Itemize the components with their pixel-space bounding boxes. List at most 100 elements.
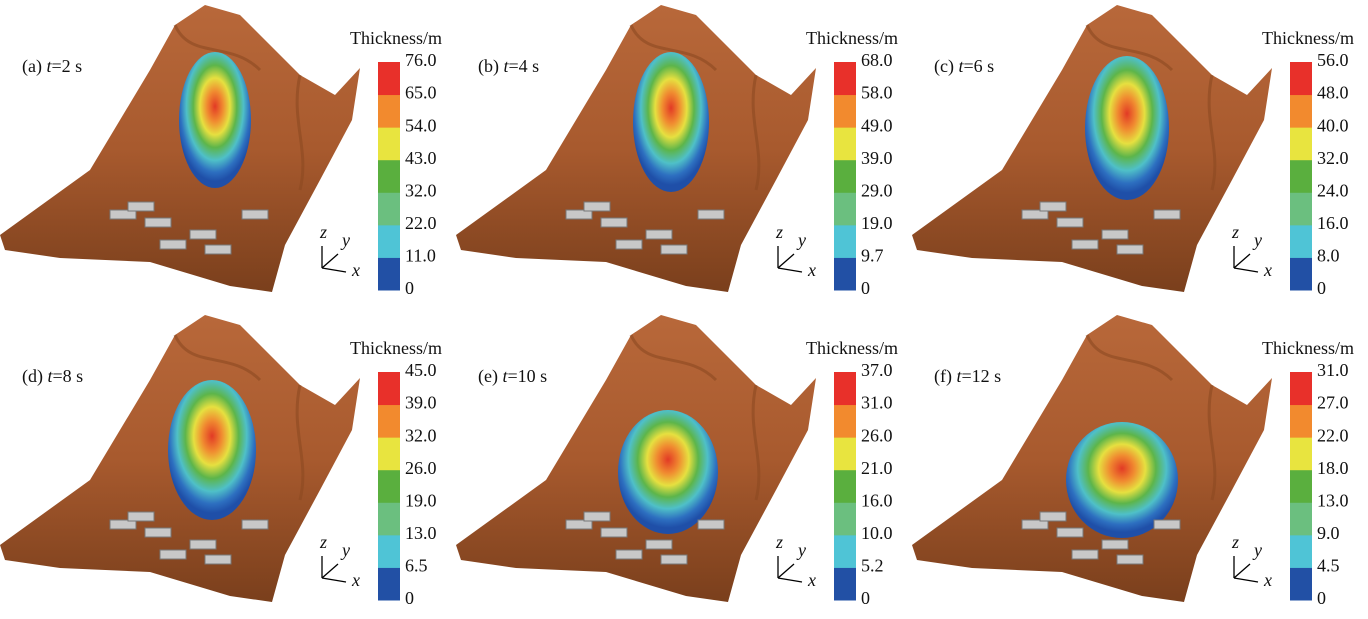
colorbar-tick-label: 0 bbox=[861, 278, 870, 298]
colorbar-band bbox=[378, 62, 400, 95]
colorbar-tick-label: 68.0 bbox=[861, 50, 893, 70]
colorbar-tick-label: 0 bbox=[1317, 588, 1326, 608]
axis-label: z bbox=[1231, 532, 1239, 552]
axis-arrow bbox=[1234, 268, 1258, 272]
colorbar-tick-label: 8.0 bbox=[1317, 246, 1340, 266]
colorbar-tick-label: 32.0 bbox=[405, 180, 437, 200]
colorbar-title: Thickness/m bbox=[350, 28, 442, 48]
colorbar-title: Thickness/m bbox=[806, 338, 898, 358]
colorbar-tick-label: 24.0 bbox=[1317, 180, 1349, 200]
colorbar-band bbox=[834, 127, 856, 160]
colorbar-tick-label: 19.0 bbox=[861, 213, 893, 233]
axis-label: x bbox=[1263, 570, 1272, 590]
colorbar-band bbox=[1290, 62, 1312, 95]
panel-letter: (d) bbox=[22, 366, 48, 387]
colorbar-band bbox=[834, 405, 856, 438]
debris-flow bbox=[168, 380, 256, 520]
colorbar-band bbox=[378, 470, 400, 503]
colorbar-band bbox=[834, 372, 856, 405]
time-value: =12 s bbox=[962, 366, 1002, 386]
colorbar-band bbox=[378, 535, 400, 568]
colorbar-tick-label: 10.0 bbox=[861, 523, 893, 543]
colorbar-band bbox=[378, 257, 400, 290]
colorbar-band bbox=[378, 567, 400, 600]
colorbar-tick-label: 0 bbox=[1317, 278, 1326, 298]
building bbox=[1040, 512, 1066, 521]
building bbox=[1057, 218, 1083, 227]
colorbar-band bbox=[834, 160, 856, 193]
axis-label: y bbox=[340, 540, 350, 560]
debris-flow bbox=[618, 410, 718, 534]
time-value: =10 s bbox=[508, 366, 548, 386]
colorbar-band bbox=[834, 192, 856, 225]
axis-arrow bbox=[322, 254, 338, 268]
colorbar-tick-label: 11.0 bbox=[405, 246, 436, 266]
colorbar-band bbox=[1290, 405, 1312, 438]
colorbar-band bbox=[1290, 470, 1312, 503]
panel-letter: (c) bbox=[934, 56, 958, 77]
axis-arrow bbox=[322, 268, 346, 272]
colorbar-band bbox=[1290, 372, 1312, 405]
panel-label: (f) t=12 s bbox=[934, 366, 1001, 387]
colorbar-tick-label: 6.5 bbox=[405, 556, 428, 576]
panel-letter: (e) bbox=[478, 366, 502, 387]
axis-label: y bbox=[796, 230, 806, 250]
building bbox=[242, 520, 268, 529]
building bbox=[205, 245, 231, 254]
colorbar-band bbox=[1290, 127, 1312, 160]
colorbar-tick-label: 48.0 bbox=[1317, 83, 1349, 103]
building bbox=[1040, 202, 1066, 211]
colorbar-band bbox=[834, 470, 856, 503]
axis-arrow bbox=[322, 578, 346, 582]
colorbar-band bbox=[378, 502, 400, 535]
axis-arrow bbox=[322, 564, 338, 578]
colorbar-tick-label: 39.0 bbox=[861, 148, 893, 168]
colorbar-band bbox=[378, 405, 400, 438]
colorbar-tick-label: 5.2 bbox=[861, 556, 884, 576]
axis-arrow bbox=[778, 254, 794, 268]
colorbar-tick-label: 19.0 bbox=[405, 490, 437, 510]
panel-letter: (a) bbox=[22, 56, 46, 77]
colorbar-tick-label: 31.0 bbox=[1317, 360, 1349, 380]
axis-arrow bbox=[778, 268, 802, 272]
panel-label: (e) t=10 s bbox=[478, 366, 547, 387]
colorbar-tick-label: 54.0 bbox=[405, 115, 437, 135]
colorbar-tick-label: 26.0 bbox=[405, 458, 437, 478]
colorbar-tick-label: 29.0 bbox=[861, 180, 893, 200]
building bbox=[584, 202, 610, 211]
colorbar-tick-label: 16.0 bbox=[1317, 213, 1349, 233]
building bbox=[160, 240, 186, 249]
colorbar-band bbox=[1290, 437, 1312, 470]
building bbox=[1072, 550, 1098, 559]
axis-label: x bbox=[807, 260, 816, 280]
axis-label: x bbox=[351, 570, 360, 590]
colorbar-band bbox=[1290, 192, 1312, 225]
axis-label: x bbox=[807, 570, 816, 590]
building bbox=[661, 245, 687, 254]
colorbar-band bbox=[834, 225, 856, 258]
colorbar-band bbox=[834, 502, 856, 535]
building bbox=[698, 210, 724, 219]
panel-label: (a) t=2 s bbox=[22, 56, 82, 77]
building bbox=[128, 512, 154, 521]
colorbar-tick-label: 16.0 bbox=[861, 490, 893, 510]
building bbox=[1057, 528, 1083, 537]
colorbar-band bbox=[1290, 95, 1312, 128]
colorbar-band bbox=[378, 95, 400, 128]
building bbox=[646, 540, 672, 549]
colorbar-tick-label: 9.0 bbox=[1317, 523, 1340, 543]
building bbox=[601, 528, 627, 537]
colorbar-tick-label: 76.0 bbox=[405, 50, 437, 70]
axis-label: z bbox=[319, 222, 327, 242]
axis-label: y bbox=[340, 230, 350, 250]
colorbar-tick-label: 21.0 bbox=[861, 458, 893, 478]
building bbox=[698, 520, 724, 529]
debris-flow bbox=[633, 52, 709, 192]
colorbar-band bbox=[1290, 160, 1312, 193]
colorbar-band bbox=[1290, 535, 1312, 568]
axis-label: z bbox=[1231, 222, 1239, 242]
panel-label: (c) t=6 s bbox=[934, 56, 994, 77]
building bbox=[1072, 240, 1098, 249]
axis-arrow bbox=[1234, 254, 1250, 268]
colorbar-tick-label: 49.0 bbox=[861, 115, 893, 135]
